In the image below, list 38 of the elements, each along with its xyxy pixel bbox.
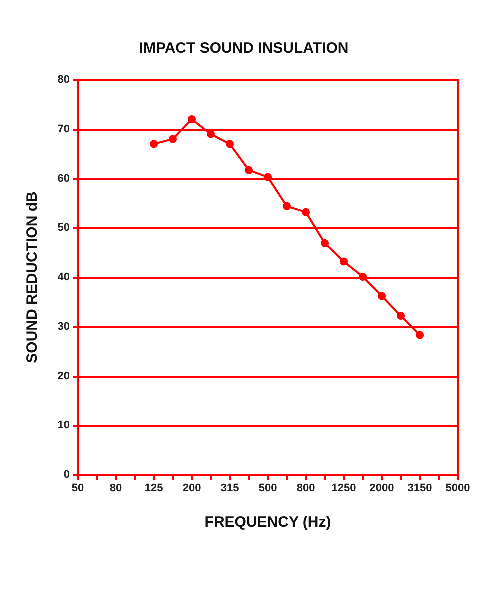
y-tick-label: 70	[58, 123, 70, 136]
x-tick-label: 5000	[446, 482, 470, 494]
x-tick-label: 3150	[408, 482, 432, 494]
point	[169, 135, 177, 144]
point	[188, 116, 196, 124]
point	[264, 173, 272, 182]
y-tick-label: 40	[58, 272, 70, 284]
chart-title: IMPACT SOUND INSULATION	[139, 40, 349, 57]
point	[150, 140, 158, 148]
point	[283, 202, 291, 210]
y-axis-title: SOUND REDUCTION dB	[24, 192, 41, 364]
point	[378, 292, 386, 300]
y-tick-label: 30	[58, 320, 70, 333]
y-tick-label: 0	[64, 469, 70, 481]
x-tick-label: 2000	[370, 482, 394, 494]
point	[321, 239, 329, 248]
x-tick-label: 50	[72, 482, 84, 494]
point	[416, 331, 424, 340]
y-tick-label: 60	[58, 172, 70, 185]
x-tick-label: 200	[182, 482, 202, 494]
point	[207, 130, 215, 138]
x-tick-label: 315	[220, 482, 240, 494]
y-tick-label: 80	[58, 74, 70, 86]
x-tick-label: 1250	[332, 482, 356, 494]
x-tick-label: 80	[110, 482, 122, 494]
x-axis-title: FREQUENCY (Hz)	[204, 514, 332, 531]
point	[226, 140, 234, 148]
x-tick-label: 500	[258, 482, 278, 494]
x-tick-label: 125	[144, 482, 164, 494]
point	[302, 208, 310, 216]
y-tick-label: 50	[58, 222, 70, 234]
x-tick-label: 800	[296, 482, 316, 494]
y-tick-label: 10	[58, 420, 70, 432]
point	[340, 258, 348, 266]
point	[245, 166, 253, 174]
point	[397, 312, 405, 320]
point	[359, 273, 367, 282]
y-tick-label: 20	[58, 370, 70, 382]
